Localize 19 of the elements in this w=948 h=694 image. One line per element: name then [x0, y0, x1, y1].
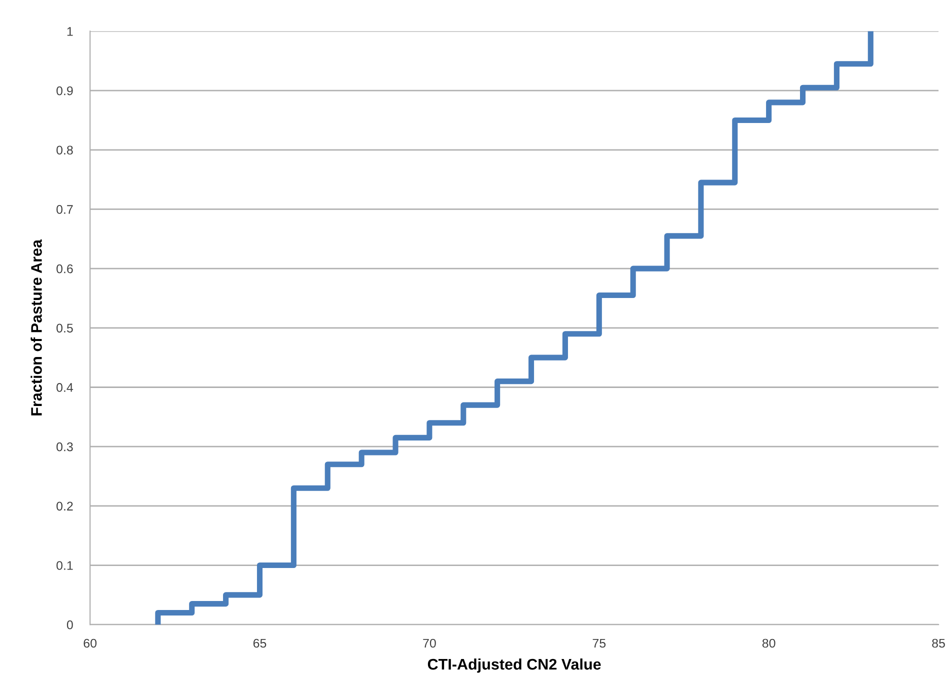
x-tick-label: 85: [932, 638, 945, 648]
y-axis-title: Fraction of Pasture Area: [30, 239, 42, 416]
x-tick-label: 75: [592, 638, 606, 648]
y-tick-label: 0.8: [56, 146, 73, 155]
y-tick-label: 0.2: [56, 502, 73, 511]
y-tick-label: 0: [66, 620, 73, 630]
y-tick-label: 0.6: [56, 264, 73, 274]
y-tick-label: 0.5: [56, 324, 73, 333]
y-tick-label: 0.1: [56, 561, 73, 570]
y-tick-label: 0.3: [56, 442, 73, 452]
x-axis-title: CTI-Adjusted CN2 Value: [428, 658, 601, 673]
x-tick-label: 70: [423, 638, 436, 648]
x-tick-label: 65: [253, 638, 266, 648]
x-tick-label: 80: [762, 638, 776, 648]
y-tick-label: 0.7: [56, 205, 73, 214]
x-tick-label: 60: [84, 638, 97, 648]
y-tick-label: 0.9: [56, 86, 73, 96]
y-tick-label: 1: [67, 27, 73, 36]
y-tick-label: 0.4: [56, 383, 74, 392]
